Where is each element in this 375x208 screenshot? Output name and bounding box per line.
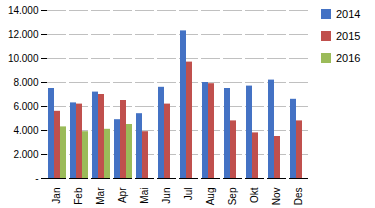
svg-text:12.000: 12.000 [8, 29, 39, 40]
svg-text:-: - [35, 173, 38, 184]
svg-text:Des: Des [293, 188, 304, 206]
svg-text:2.000: 2.000 [13, 149, 38, 160]
svg-text:14.000: 14.000 [8, 5, 39, 16]
svg-text:Jul: Jul [183, 188, 194, 201]
svg-text:8.000: 8.000 [13, 77, 38, 88]
html-text:2016: 2016 [336, 52, 361, 64]
svg-text:Jan: Jan [51, 188, 62, 204]
svg-text:Mar: Mar [95, 187, 106, 205]
svg-text:4.000: 4.000 [13, 125, 38, 136]
html-text:2015: 2015 [336, 30, 361, 42]
svg-text:Nov: Nov [271, 188, 282, 206]
svg-text:Aug: Aug [205, 188, 216, 206]
svg-text:10.000: 10.000 [8, 53, 39, 64]
svg-text:Okt: Okt [249, 187, 260, 203]
svg-text:Sep: Sep [227, 187, 238, 205]
svg-text:Jun: Jun [161, 188, 172, 204]
html-text:2014: 2014 [336, 8, 361, 20]
svg-text:Feb: Feb [73, 187, 84, 205]
svg-text:Mai: Mai [139, 188, 150, 204]
svg-text:6.000: 6.000 [13, 101, 38, 112]
svg-text:Apr: Apr [117, 187, 128, 203]
